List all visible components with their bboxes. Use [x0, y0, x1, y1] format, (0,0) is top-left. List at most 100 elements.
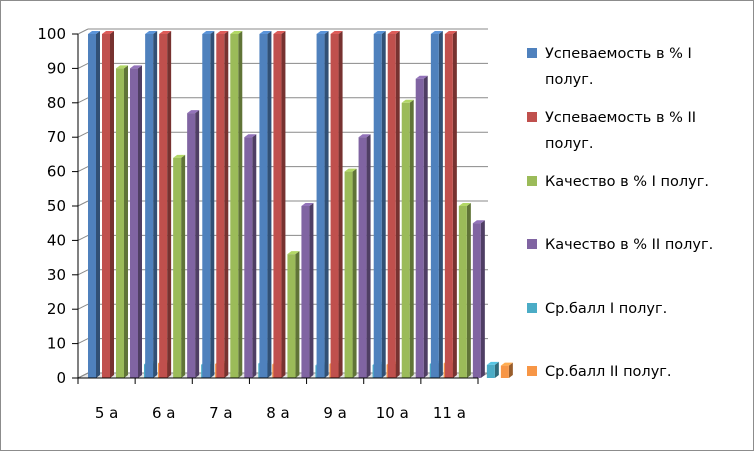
bar-side [210, 31, 215, 378]
bar-side [366, 134, 371, 378]
legend-swatch [527, 239, 537, 249]
bar [358, 134, 371, 378]
legend-swatch [527, 366, 537, 376]
bar-side [195, 110, 200, 379]
bar-side [395, 31, 400, 378]
bar [458, 203, 471, 378]
x-tick-label: 11 а [433, 404, 466, 422]
y-tick-label: 50 [47, 197, 66, 215]
bar [430, 31, 443, 378]
legend-item: Ср.балл I полуг. [527, 301, 667, 317]
bar-top [116, 65, 128, 69]
legend-item: Качество в % II полуг. [527, 237, 713, 253]
bar-side [338, 31, 343, 378]
legend-label: полуг. [545, 72, 593, 88]
bar-top [486, 361, 499, 365]
axes: 0 10 20 30 40 50 60 70 80 90 100 5 а 6 а 7 а 8 а 9 а 10 … [37, 25, 479, 422]
bar [230, 31, 243, 378]
gridline-depth [77, 28, 89, 35]
bar-top [330, 31, 343, 34]
bar [88, 31, 100, 378]
bar-side [153, 31, 158, 378]
bar-side [309, 203, 314, 378]
bar-top [173, 154, 186, 158]
y-tick-label: 20 [47, 300, 66, 318]
legend-swatch [527, 303, 537, 313]
bar-top [216, 31, 229, 34]
legend-item: Успеваемость в % II полуг. [527, 110, 696, 152]
x-tick-label: 6 а [152, 404, 176, 422]
bar [344, 168, 357, 378]
bar-front [273, 34, 282, 378]
bar-top [344, 168, 357, 172]
bar [187, 110, 200, 379]
bar-side [110, 31, 114, 378]
bar [216, 31, 229, 378]
bar-side [238, 31, 243, 378]
legend-label: полуг. [545, 136, 593, 152]
bar-front [145, 34, 154, 378]
gridline-depth [77, 200, 89, 207]
bar [316, 31, 329, 378]
bar-top [187, 110, 200, 114]
bar-front [130, 68, 138, 379]
y-tick-label: 60 [47, 163, 66, 181]
bar [116, 65, 128, 379]
bar-front [259, 34, 268, 378]
bar-top [88, 31, 100, 34]
bar-front [287, 254, 296, 378]
bar-side [423, 75, 428, 378]
bar-side [138, 65, 142, 379]
bar-side [466, 203, 471, 378]
bar-top [387, 31, 400, 34]
bar [259, 31, 272, 378]
x-tick-label: 7 а [209, 404, 233, 422]
bar-side [494, 361, 499, 378]
gridline-depth [77, 97, 89, 104]
bar-front [88, 34, 96, 378]
bar [373, 31, 386, 378]
bar-front [230, 34, 239, 378]
bar-top [415, 75, 428, 79]
bar-top [472, 220, 485, 224]
bar [173, 154, 186, 378]
bar-side [480, 220, 485, 378]
bar-top [202, 31, 215, 34]
bar-top [358, 134, 371, 138]
bar-top [373, 31, 386, 34]
bar-front [216, 34, 225, 378]
bar-front [102, 34, 110, 378]
bar-front [187, 113, 196, 379]
bar-side [352, 168, 357, 378]
legend-swatch [527, 112, 537, 122]
bar-front [116, 68, 124, 379]
bar-front [159, 34, 168, 378]
bar-front [444, 34, 453, 378]
bar [244, 134, 257, 378]
gridline-depth [77, 166, 89, 173]
gridline-depth [77, 269, 89, 276]
bar-front [415, 78, 424, 378]
bars [88, 31, 513, 379]
bar [401, 99, 414, 379]
bar-side [409, 99, 414, 379]
legend-swatch [527, 176, 537, 186]
bar-top [500, 362, 513, 366]
bar-side [508, 362, 513, 378]
bar [500, 362, 513, 378]
y-tick-label: 10 [47, 335, 66, 353]
bar [472, 220, 485, 378]
bar-side [96, 31, 100, 378]
legend-item: Качество в % I полуг. [527, 174, 709, 190]
bar-front [472, 223, 481, 378]
bar-front [358, 137, 367, 378]
y-tick-label: 0 [56, 369, 66, 387]
bar-top [316, 31, 329, 34]
bar-front [344, 171, 353, 378]
y-tick-label: 40 [47, 231, 66, 249]
bar [102, 31, 114, 378]
legend-label: Успеваемость в % I [545, 46, 692, 62]
y-tick-label: 100 [37, 25, 66, 43]
bar-side [224, 31, 229, 378]
y-tick-label: 70 [47, 128, 66, 146]
